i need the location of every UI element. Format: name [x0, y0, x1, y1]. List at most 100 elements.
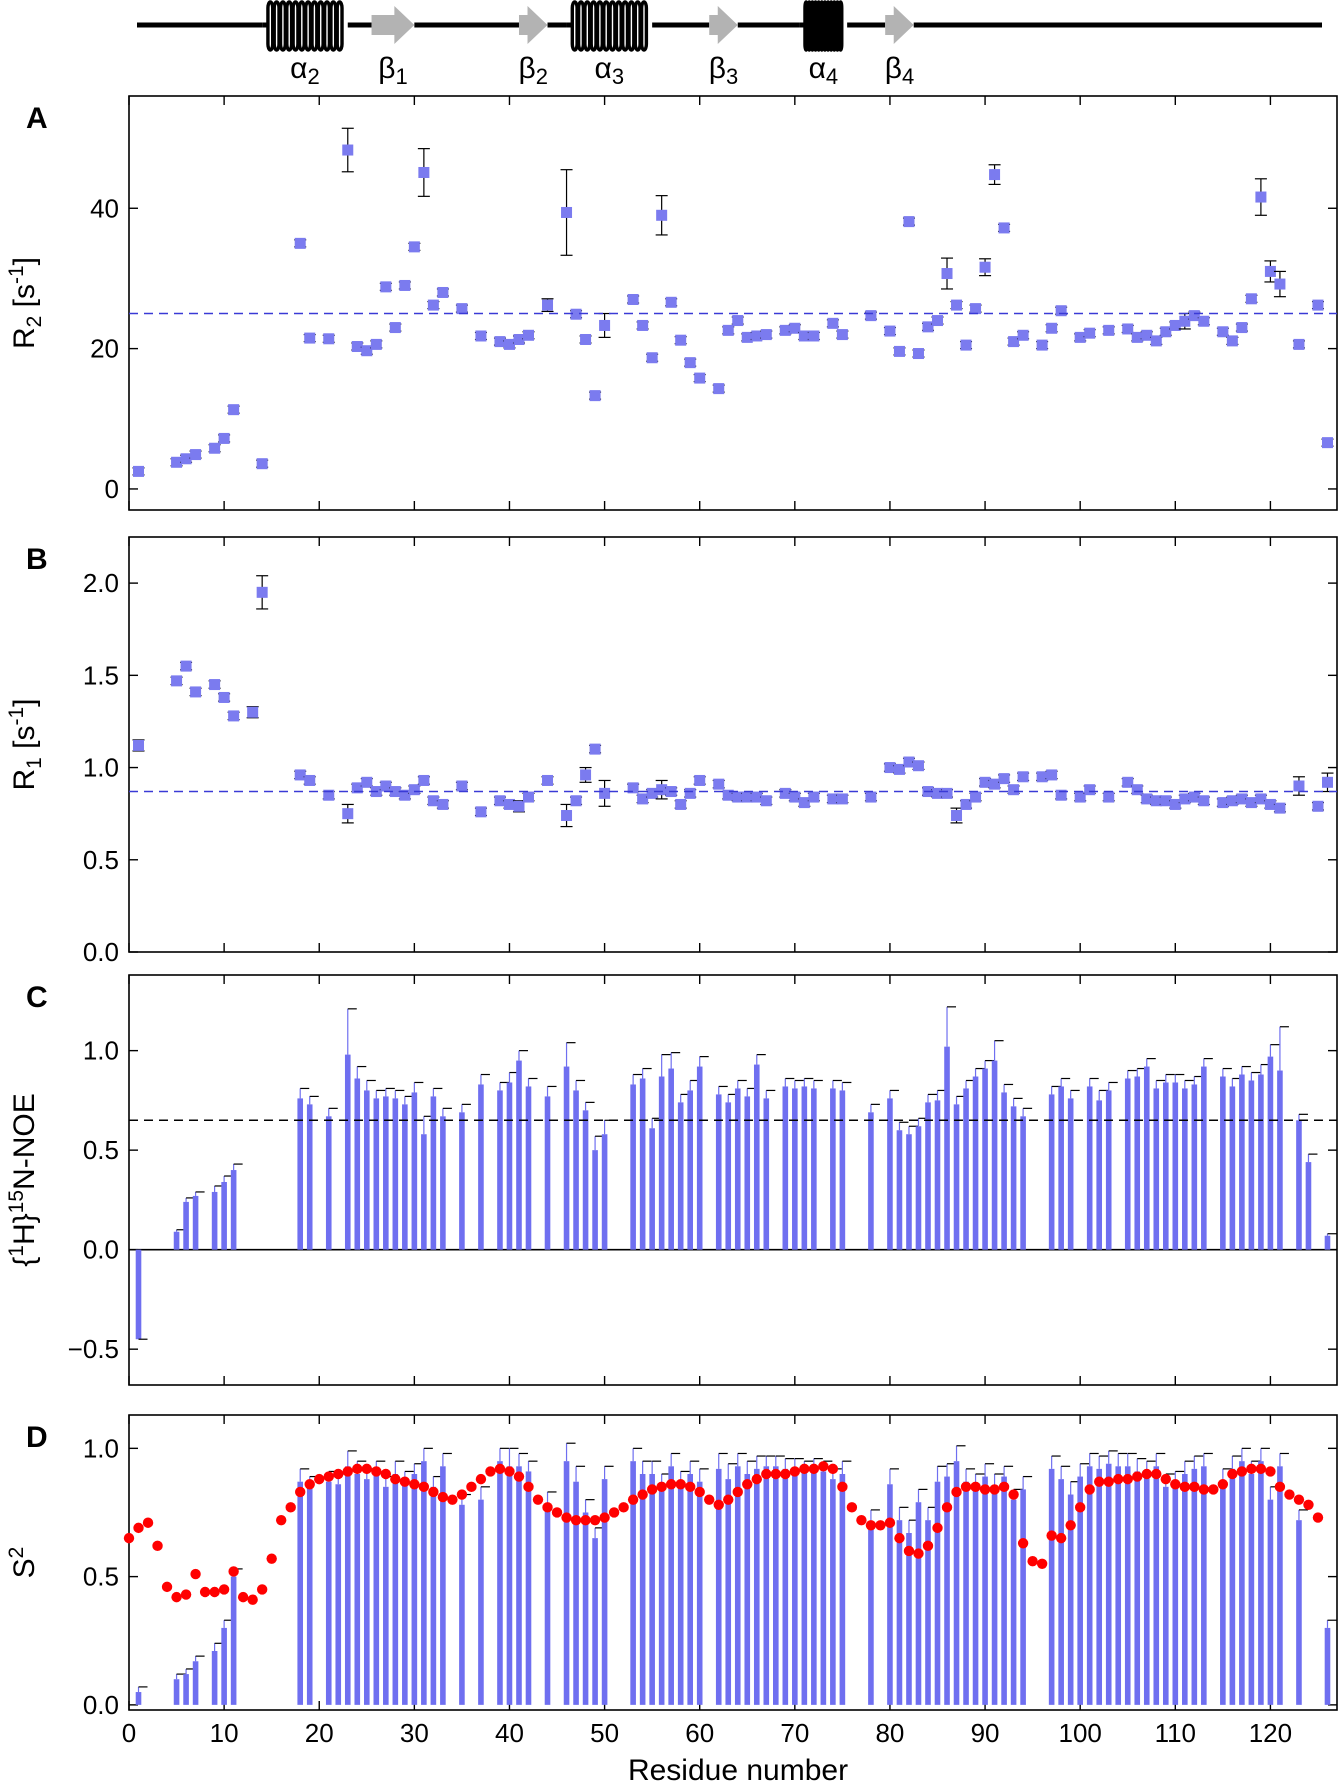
data-point [808, 330, 820, 342]
bar [411, 1092, 418, 1250]
data-point [1236, 322, 1248, 334]
data-point [675, 334, 687, 346]
data-point [561, 206, 573, 218]
bar [782, 1468, 789, 1705]
ss-helix-turn [633, 0, 642, 52]
ss-label-symbol: α [595, 52, 612, 85]
bar [1124, 1078, 1131, 1250]
data-point [228, 710, 240, 722]
s2-point [960, 1481, 972, 1493]
ss-label: α4 [809, 52, 839, 89]
bar [497, 1090, 503, 1250]
bar [592, 1538, 598, 1705]
bar [1010, 1499, 1017, 1705]
bar [668, 1068, 674, 1250]
bar [1267, 1056, 1274, 1250]
s2-point [218, 1584, 230, 1595]
s2-point [275, 1514, 287, 1526]
data-point [1074, 791, 1086, 803]
bar [792, 1468, 798, 1705]
data-point [694, 372, 706, 384]
data-point [456, 780, 468, 792]
bar [820, 1471, 827, 1705]
data-point [1017, 329, 1029, 341]
s2-point [694, 1486, 705, 1498]
bar [1220, 1076, 1226, 1250]
bar [411, 1474, 418, 1705]
y-tick-label: 1.0 [83, 1433, 119, 1463]
bar [1182, 1474, 1188, 1705]
bar [392, 1474, 399, 1705]
y-tick-label: 1.0 [83, 1036, 119, 1066]
ss-label-index: 3 [612, 64, 624, 89]
s2-point [789, 1466, 801, 1477]
ss-label: β4 [885, 52, 915, 89]
bar [1277, 1070, 1283, 1250]
bar [1134, 1076, 1141, 1250]
s2-point [780, 1468, 791, 1480]
data-point [827, 793, 839, 805]
bar [658, 1076, 665, 1250]
bar [753, 1468, 760, 1705]
bar [402, 1104, 408, 1250]
data-point [399, 279, 411, 291]
s2-point [1246, 1463, 1257, 1475]
s2-point [627, 1494, 639, 1505]
ss-helix-turn [329, 0, 338, 52]
y-axis-title: S2 [5, 1547, 41, 1579]
bar [297, 1481, 304, 1705]
bar [344, 1466, 351, 1705]
data-point [1264, 798, 1276, 810]
bar [1191, 1084, 1198, 1250]
y-title-end: N-NOE [8, 1093, 41, 1190]
bar [725, 1102, 732, 1250]
s2-point [295, 1486, 306, 1498]
bar [563, 1066, 570, 1250]
bar [592, 1150, 598, 1250]
s2-point [656, 1481, 667, 1493]
bar [1067, 1494, 1074, 1705]
s2-point [1179, 1481, 1191, 1493]
bar [402, 1481, 408, 1705]
bar [582, 1110, 589, 1250]
s2-point [1046, 1530, 1057, 1541]
data-point [1008, 784, 1020, 796]
data-point [1150, 335, 1162, 347]
data-point [789, 791, 801, 803]
bar [306, 1104, 313, 1250]
ss-helix-turn [285, 0, 294, 52]
s2-point [1055, 1532, 1067, 1544]
data-point [294, 237, 306, 249]
bar [1172, 1484, 1179, 1705]
s2-point [761, 1468, 772, 1480]
bar [1324, 1627, 1331, 1705]
bar [506, 1466, 513, 1705]
panel-C: C −0.5 0.0 0.5 1.0 {1H}15N-NOE [5, 974, 1338, 1386]
data-point [1046, 769, 1058, 781]
ss-helix-turn [608, 0, 617, 52]
data-point [1255, 191, 1267, 203]
data-point [323, 789, 335, 801]
data-point [798, 330, 810, 342]
x-tick-label: 70 [780, 1718, 809, 1748]
y-tick-label: 0.5 [83, 845, 119, 875]
s2-point [475, 1473, 487, 1485]
y-tick-label: 1.0 [83, 753, 119, 783]
s2-point [751, 1473, 762, 1485]
ss-sheet-arrow [709, 6, 738, 44]
ss-helix-turn [272, 0, 281, 52]
panel-frame [128, 95, 1338, 511]
y-axis-title: {1H}15N-NOE [5, 1093, 41, 1266]
bar [430, 1486, 437, 1705]
data-point [627, 293, 639, 305]
s2-point [1017, 1538, 1029, 1549]
s2-point [723, 1494, 734, 1505]
y-title-symbol: R [8, 327, 41, 349]
s2-point [285, 1502, 296, 1513]
s2-point [989, 1484, 1000, 1495]
data-point [656, 784, 668, 796]
bar [677, 1102, 684, 1250]
bar [1048, 1094, 1055, 1250]
bar [221, 1181, 227, 1250]
